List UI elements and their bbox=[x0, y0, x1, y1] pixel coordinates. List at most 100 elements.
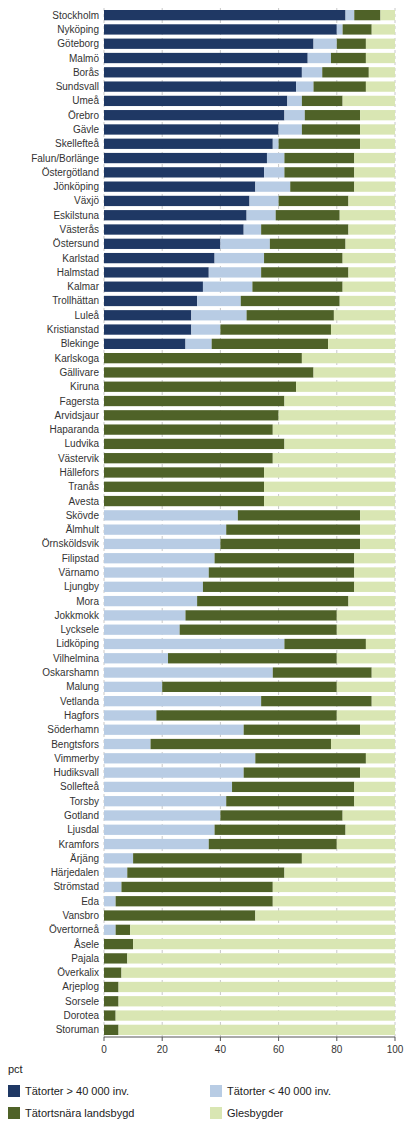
bar-segment bbox=[348, 267, 395, 277]
bar-segment bbox=[244, 767, 360, 777]
category-label: Växjö bbox=[74, 195, 99, 206]
bar-segment bbox=[354, 567, 395, 577]
bar-segment bbox=[264, 496, 395, 506]
bar-segment bbox=[119, 1025, 395, 1035]
category-label: Vimmerby bbox=[54, 753, 99, 764]
bar-segment bbox=[104, 667, 273, 677]
bar-segment bbox=[104, 510, 238, 520]
bar-segment bbox=[331, 739, 395, 749]
bar-segment bbox=[255, 182, 290, 192]
bar-segment bbox=[346, 10, 355, 20]
tick-mark bbox=[104, 1037, 105, 1041]
bar-segment bbox=[119, 982, 395, 992]
category-label: Trollhättan bbox=[52, 295, 99, 306]
bar-segment bbox=[104, 453, 273, 463]
bar-segment bbox=[104, 239, 220, 249]
bar-segment bbox=[360, 539, 395, 549]
category-label: Älmhult bbox=[66, 524, 100, 535]
bar-segment bbox=[104, 124, 279, 134]
category-label: Torsby bbox=[70, 796, 99, 807]
bar-segment bbox=[366, 639, 395, 649]
category-label: Dorotea bbox=[63, 1010, 99, 1021]
bar-segment bbox=[104, 81, 296, 91]
bar-segment bbox=[104, 196, 250, 206]
bar-segment bbox=[328, 339, 395, 349]
bar-segment bbox=[360, 110, 395, 120]
bar-segment bbox=[308, 53, 331, 63]
category-label: Falun/Borlänge bbox=[31, 153, 99, 164]
bar-segment bbox=[104, 625, 180, 635]
bar-segment bbox=[104, 710, 156, 720]
bar-segment bbox=[360, 124, 395, 134]
bar-segment bbox=[372, 696, 395, 706]
bar-segment bbox=[104, 610, 185, 620]
bar-segment bbox=[322, 67, 369, 77]
category-label: Härjedalen bbox=[51, 867, 99, 878]
tick-mark bbox=[336, 1037, 337, 1041]
bar-segment bbox=[261, 696, 372, 706]
bar-segment bbox=[261, 224, 348, 234]
bar-segment bbox=[244, 224, 261, 234]
bar-segment bbox=[360, 767, 395, 777]
bar-segment bbox=[250, 196, 279, 206]
bar-segment bbox=[104, 110, 284, 120]
bar-segment bbox=[203, 582, 354, 592]
bar-segment bbox=[104, 782, 232, 792]
bar-segment bbox=[104, 39, 314, 49]
category-label: Arvidsjaur bbox=[55, 410, 100, 421]
bar-segment bbox=[226, 796, 354, 806]
bar-segment bbox=[104, 424, 273, 434]
grid bbox=[104, 8, 395, 1037]
category-label: Eda bbox=[81, 896, 99, 907]
bar-segment bbox=[220, 810, 342, 820]
tick-label: 80 bbox=[331, 1044, 343, 1055]
category-label: Kalmar bbox=[67, 281, 99, 292]
category-label: Tranås bbox=[68, 481, 99, 492]
bar-segment bbox=[369, 67, 395, 77]
legend-label: Tätorter > 40 000 inv. bbox=[25, 1085, 129, 1097]
bar-segment bbox=[220, 239, 269, 249]
bar-segment bbox=[104, 339, 185, 349]
category-label: Vetlanda bbox=[60, 696, 99, 707]
bar-segment bbox=[104, 153, 267, 163]
bar-segment bbox=[279, 196, 349, 206]
category-label: Gällivare bbox=[60, 367, 100, 378]
bar-segment bbox=[104, 10, 346, 20]
category-label: Mora bbox=[76, 596, 99, 607]
category-label: Luleå bbox=[75, 310, 100, 321]
bar-segment bbox=[337, 653, 395, 663]
tick-label: 60 bbox=[273, 1044, 285, 1055]
bar-segment bbox=[180, 625, 337, 635]
bar-segment bbox=[185, 610, 336, 620]
tick-label: 100 bbox=[387, 1044, 404, 1055]
legend-swatch bbox=[8, 1085, 20, 1097]
bar-segment bbox=[340, 210, 395, 220]
bar-segment bbox=[104, 882, 121, 892]
category-label: Fagersta bbox=[60, 396, 100, 407]
bar-segment bbox=[209, 567, 355, 577]
bar-segment bbox=[255, 910, 395, 920]
bar-segment bbox=[302, 853, 395, 863]
bar-segment bbox=[302, 67, 322, 77]
bar-segment bbox=[104, 396, 284, 406]
bar-segment bbox=[104, 725, 244, 735]
bar-segment bbox=[372, 667, 395, 677]
category-label: Ljusdal bbox=[67, 824, 99, 835]
bar-segment bbox=[209, 267, 261, 277]
bar-segment bbox=[287, 96, 302, 106]
category-label: Nyköping bbox=[57, 24, 99, 35]
bar-segment bbox=[346, 239, 395, 249]
tick-mark bbox=[220, 1037, 221, 1041]
bar-segment bbox=[238, 510, 360, 520]
bar-segment bbox=[331, 53, 366, 63]
bar-segment bbox=[354, 553, 395, 563]
category-label: Kiruna bbox=[70, 381, 99, 392]
category-label: Hällefors bbox=[60, 467, 99, 478]
bar-segment bbox=[273, 896, 395, 906]
bar-segment bbox=[366, 39, 395, 49]
bar-segment bbox=[284, 153, 354, 163]
category-label: Göteborg bbox=[57, 38, 99, 49]
category-label: Malung bbox=[66, 681, 99, 692]
legend-swatch bbox=[8, 1107, 20, 1119]
bar-segment bbox=[247, 210, 276, 220]
